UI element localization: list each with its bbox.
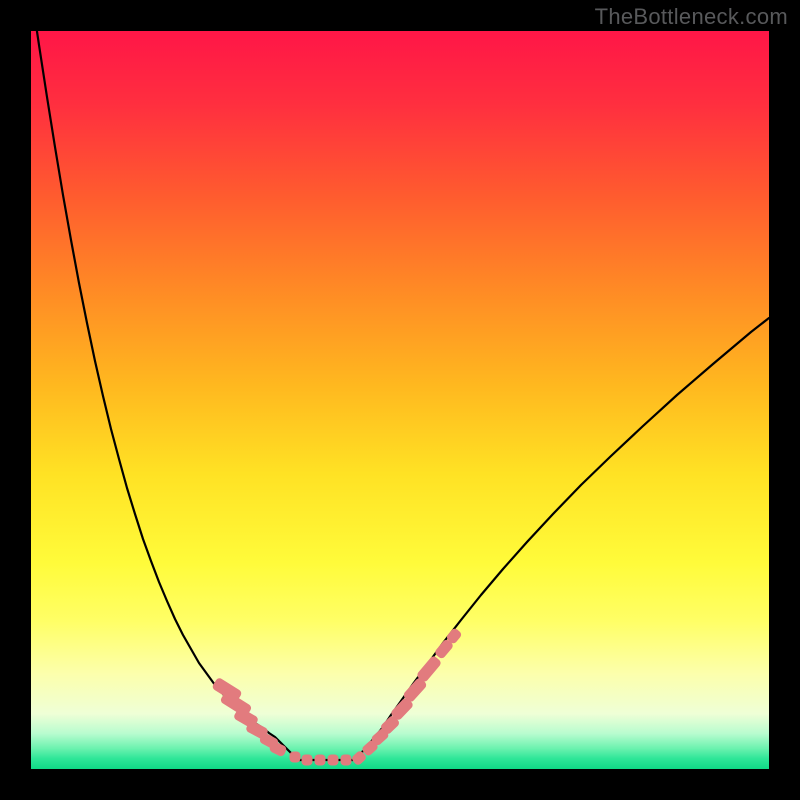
chart-svg [31, 31, 769, 769]
watermark-text: TheBottleneck.com [595, 4, 788, 30]
marker-bottom [315, 755, 326, 766]
marker-bottom [302, 755, 313, 766]
chart-root: TheBottleneck.com [0, 0, 800, 800]
marker-bottom [341, 755, 352, 766]
plot-area [31, 31, 769, 769]
marker-bottom [328, 755, 339, 766]
gradient-background [31, 31, 769, 769]
marker-bottom [290, 752, 301, 763]
